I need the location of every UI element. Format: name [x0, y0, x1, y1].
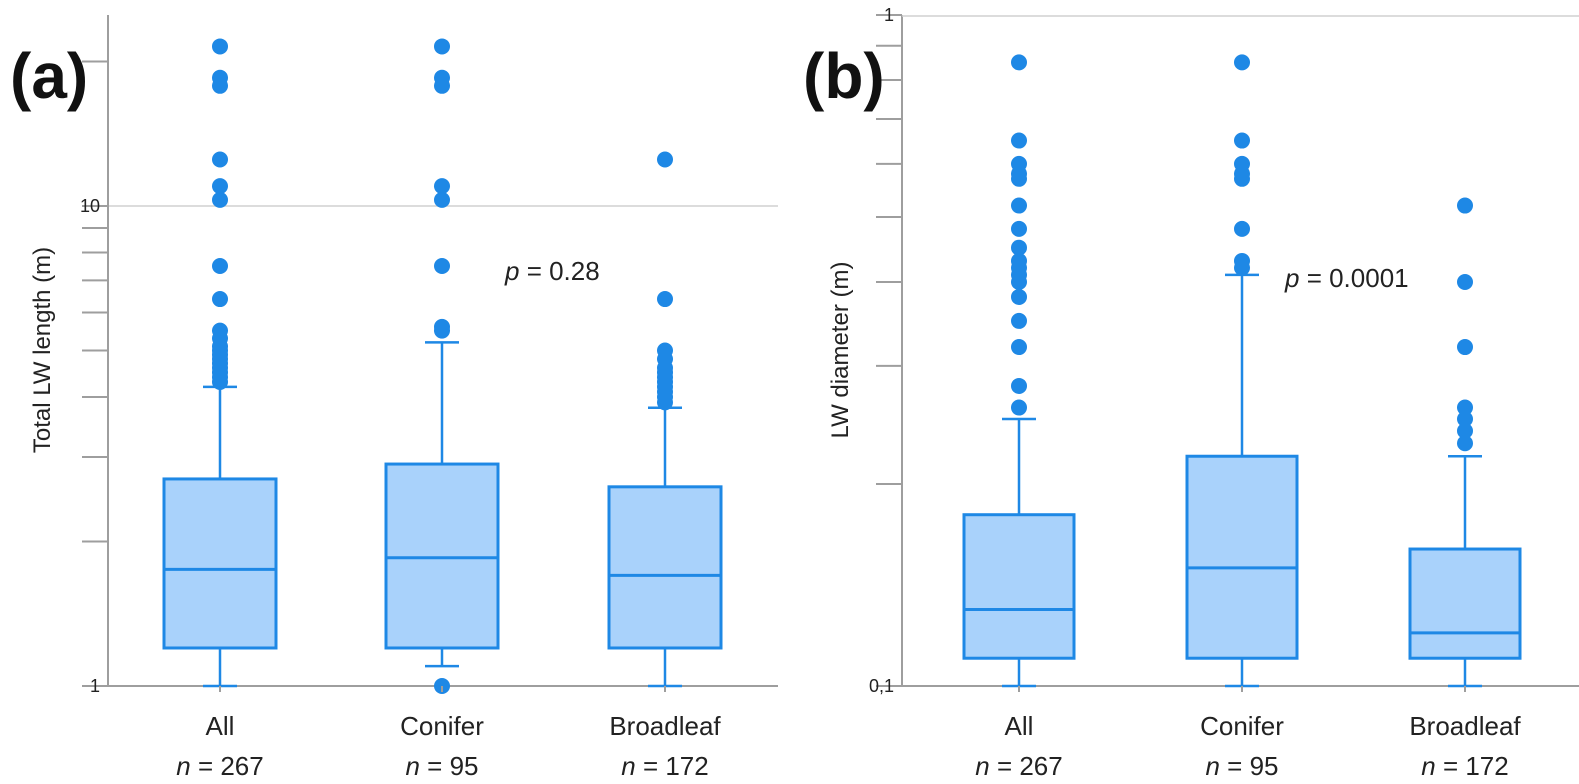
outlier-point — [1011, 252, 1027, 269]
outlier-point — [1457, 197, 1473, 214]
iqr-box — [1185, 454, 1299, 660]
y-axis-label: Total LW length (m) — [29, 247, 56, 453]
x-tick-label: Broadleaf — [1409, 711, 1521, 741]
x-tick-label: Conifer — [1200, 711, 1284, 741]
box-broadleaf — [1408, 197, 1522, 688]
outlier-point — [657, 342, 673, 359]
iqr-box — [962, 513, 1076, 660]
outlier-point — [1234, 54, 1250, 71]
outlier-point — [1011, 132, 1027, 149]
sample-size-label: n = 267 — [975, 751, 1062, 781]
outlier-point — [434, 69, 450, 86]
panel-label: (b) — [803, 40, 885, 112]
iqr-box — [162, 477, 278, 650]
sample-size-label: n = 172 — [1421, 751, 1508, 781]
outlier-point — [1011, 155, 1027, 172]
y-axis-label: LW diameter (m) — [827, 262, 854, 439]
outlier-point — [434, 318, 450, 335]
iqr-box — [384, 462, 500, 650]
outlier-point — [212, 69, 228, 86]
outlier-point — [1011, 312, 1027, 329]
outlier-point — [212, 151, 228, 168]
outlier-point — [1457, 274, 1473, 291]
sample-size-label: n = 172 — [621, 751, 708, 781]
x-tick-label: All — [1005, 711, 1034, 741]
outlier-point — [1457, 410, 1473, 427]
x-tick-label: All — [206, 711, 235, 741]
outlier-point — [1234, 155, 1250, 172]
box-conifer — [384, 38, 500, 694]
outlier-point — [212, 178, 228, 195]
outlier-point — [1457, 435, 1473, 452]
panel-a: 1 10 Total LW length (m) (a) p = 0.28 All n = … — [10, 15, 778, 781]
outlier-point — [212, 38, 228, 55]
box-all — [962, 54, 1076, 688]
panel-label: (a) — [10, 40, 88, 112]
sample-size-label: n = 95 — [405, 751, 478, 781]
iqr-box — [607, 485, 723, 650]
outlier-point — [657, 151, 673, 168]
outlier-point — [434, 38, 450, 55]
outlier-point — [1457, 339, 1473, 356]
outlier-point — [1457, 422, 1473, 439]
outlier-point — [212, 191, 228, 208]
box-all — [162, 38, 278, 688]
outlier-point — [1457, 399, 1473, 416]
outlier-point — [1011, 239, 1027, 256]
outlier-point — [1234, 132, 1250, 149]
box-conifer — [1185, 54, 1299, 688]
outlier-point — [1011, 288, 1027, 305]
outlier-point — [1011, 399, 1027, 416]
outlier-point — [1234, 252, 1250, 269]
y-tick-label: 10 — [80, 196, 100, 216]
box-broadleaf — [607, 151, 723, 688]
sample-size-label: n = 95 — [1205, 751, 1278, 781]
outlier-point — [212, 322, 228, 339]
p-value-annotation: p = 0.0001 — [1284, 263, 1409, 293]
outlier-point — [1011, 197, 1027, 214]
outlier-point — [212, 257, 228, 274]
sample-size-label: n = 267 — [176, 751, 263, 781]
y-tick-label: 1 — [884, 5, 894, 25]
x-tick-label: Broadleaf — [609, 711, 721, 741]
outlier-point — [212, 291, 228, 308]
iqr-box — [1408, 547, 1522, 660]
p-value-annotation: p = 0.28 — [504, 256, 600, 286]
x-tick-label: Conifer — [400, 711, 484, 741]
outlier-point — [1234, 220, 1250, 237]
panel-b: 0,1 1 LW diameter (m) (b) p = 0.0001 All n = 2… — [803, 5, 1579, 781]
outlier-point — [1011, 339, 1027, 356]
outlier-point — [434, 257, 450, 274]
y-tick-label: 1 — [90, 676, 100, 696]
outlier-point — [657, 291, 673, 308]
y-tick-label: 0,1 — [869, 676, 894, 696]
outlier-point — [1011, 377, 1027, 394]
outlier-point — [434, 178, 450, 195]
outlier-point — [1011, 54, 1027, 71]
outlier-point — [434, 191, 450, 208]
outlier-point — [1011, 220, 1027, 237]
